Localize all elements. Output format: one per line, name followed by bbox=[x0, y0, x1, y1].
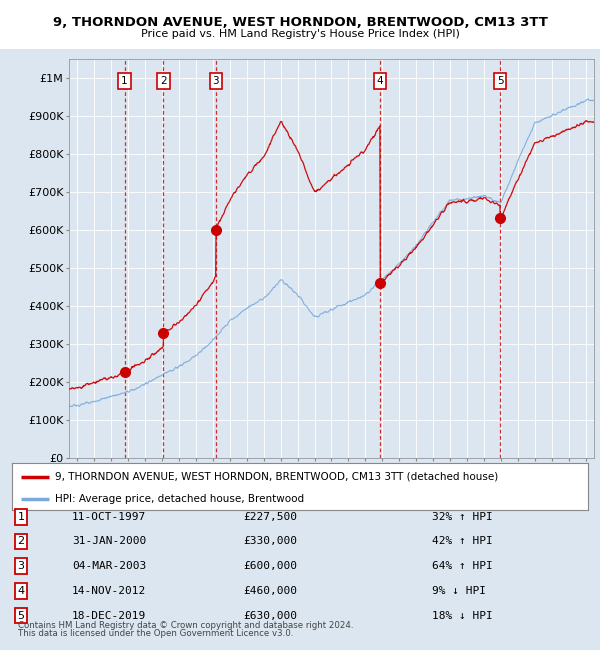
Text: 64% ↑ HPI: 64% ↑ HPI bbox=[432, 561, 493, 571]
Text: Price paid vs. HM Land Registry's House Price Index (HPI): Price paid vs. HM Land Registry's House … bbox=[140, 29, 460, 39]
Text: 9% ↓ HPI: 9% ↓ HPI bbox=[432, 586, 486, 596]
Text: 1: 1 bbox=[121, 76, 128, 86]
Text: 3: 3 bbox=[212, 76, 219, 86]
Text: 3: 3 bbox=[17, 561, 25, 571]
Text: 18-DEC-2019: 18-DEC-2019 bbox=[72, 610, 146, 621]
Text: 9, THORNDON AVENUE, WEST HORNDON, BRENTWOOD, CM13 3TT: 9, THORNDON AVENUE, WEST HORNDON, BRENTW… bbox=[53, 16, 547, 29]
Text: 32% ↑ HPI: 32% ↑ HPI bbox=[432, 512, 493, 522]
Text: 04-MAR-2003: 04-MAR-2003 bbox=[72, 561, 146, 571]
Text: HPI: Average price, detached house, Brentwood: HPI: Average price, detached house, Bren… bbox=[55, 493, 304, 504]
Text: £630,000: £630,000 bbox=[243, 610, 297, 621]
Text: 11-OCT-1997: 11-OCT-1997 bbox=[72, 512, 146, 522]
Text: 2: 2 bbox=[17, 536, 25, 547]
Text: 14-NOV-2012: 14-NOV-2012 bbox=[72, 586, 146, 596]
Text: 4: 4 bbox=[17, 586, 25, 596]
Text: Contains HM Land Registry data © Crown copyright and database right 2024.: Contains HM Land Registry data © Crown c… bbox=[18, 621, 353, 630]
Text: This data is licensed under the Open Government Licence v3.0.: This data is licensed under the Open Gov… bbox=[18, 629, 293, 638]
Text: £227,500: £227,500 bbox=[243, 512, 297, 522]
Text: £330,000: £330,000 bbox=[243, 536, 297, 547]
Text: 1: 1 bbox=[17, 512, 25, 522]
Text: 42% ↑ HPI: 42% ↑ HPI bbox=[432, 536, 493, 547]
Text: £600,000: £600,000 bbox=[243, 561, 297, 571]
Text: 5: 5 bbox=[17, 610, 25, 621]
Text: £460,000: £460,000 bbox=[243, 586, 297, 596]
Text: 2: 2 bbox=[160, 76, 167, 86]
Text: 5: 5 bbox=[497, 76, 503, 86]
Text: 4: 4 bbox=[377, 76, 383, 86]
Text: 31-JAN-2000: 31-JAN-2000 bbox=[72, 536, 146, 547]
Text: 18% ↓ HPI: 18% ↓ HPI bbox=[432, 610, 493, 621]
Text: 9, THORNDON AVENUE, WEST HORNDON, BRENTWOOD, CM13 3TT (detached house): 9, THORNDON AVENUE, WEST HORNDON, BRENTW… bbox=[55, 471, 499, 482]
